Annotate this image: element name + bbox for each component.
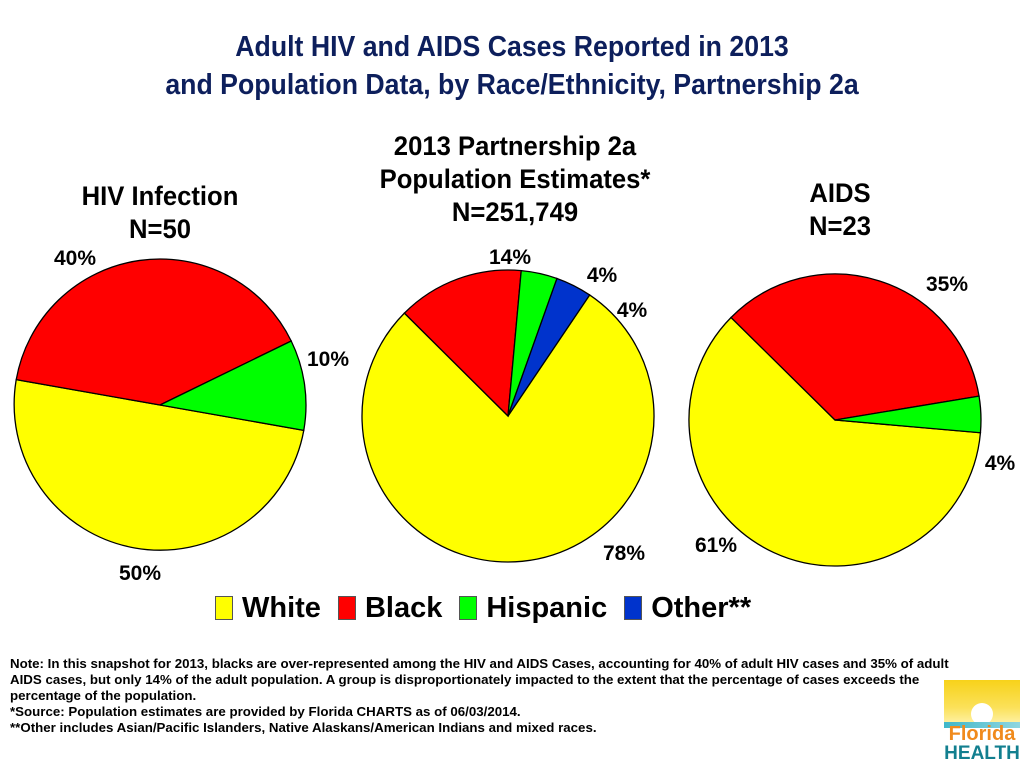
- hiv-pie-slice-hispanic: [157, 340, 307, 432]
- legend-item-black: Black: [337, 591, 443, 625]
- population-pie-heading: 2013 Partnership 2a Population Estimates…: [339, 130, 691, 229]
- aids-pie-slice-white: [688, 316, 982, 567]
- population-pie-label-black: 14%: [489, 246, 531, 269]
- legend-label-white: White: [242, 591, 321, 624]
- aids-pie-label-black: 35%: [926, 273, 968, 296]
- legend-label-hispanic: Hispanic: [486, 591, 608, 624]
- hiv-pie-label-white: 50%: [119, 562, 161, 585]
- population-pie: [361, 269, 655, 563]
- note-text: Note: In this snapshot for 2013, blacks …: [10, 656, 949, 703]
- logo-word-health: HEALTH: [944, 743, 1020, 764]
- aids-pie-title: AIDS: [809, 178, 871, 208]
- logo-word-florida: Florida: [948, 723, 1016, 745]
- hiv-pie: [13, 258, 307, 551]
- population-pie-label-hispanic: 4%: [587, 264, 618, 287]
- population-pie-slice-black: [403, 269, 522, 418]
- legend-swatch-white: [215, 596, 233, 620]
- population-pie-label-white: 78%: [603, 542, 645, 565]
- legend: White Black Hispanic Other**: [215, 590, 768, 626]
- legend-label-black: Black: [364, 591, 443, 624]
- aids-pie-slice-black: [730, 273, 980, 421]
- slide-title-line2: and Population Data, by Race/Ethnicity, …: [165, 69, 859, 101]
- hiv-pie-title: HIV Infection: [81, 181, 239, 211]
- aids-pie-slice-hispanic: [834, 395, 982, 434]
- source-footnote: *Source: Population estimates are provid…: [10, 704, 521, 719]
- population-pie-n: N=251,749: [451, 197, 579, 227]
- aids-pie: [688, 273, 982, 567]
- sun-icon: [944, 680, 1020, 726]
- hiv-pie-label-hispanic: 10%: [307, 348, 349, 371]
- legend-item-other: Other**: [624, 592, 751, 625]
- footnotes: Note: In this snapshot for 2013, blacks …: [10, 656, 970, 736]
- aids-pie-n: N=23: [808, 211, 872, 241]
- legend-item-white: White: [215, 592, 321, 625]
- population-pie-slice-other: [507, 277, 591, 417]
- hiv-pie-slice-white: [13, 378, 305, 551]
- legend-item-hispanic: Hispanic: [459, 592, 607, 625]
- slide-title-line1: Adult HIV and AIDS Cases Reported in 201…: [235, 31, 789, 63]
- other-footnote: **Other includes Asian/Pacific Islanders…: [10, 720, 597, 735]
- aids-pie-label-hispanic: 4%: [985, 452, 1016, 475]
- population-pie-title-line1: 2013 Partnership 2a: [393, 131, 637, 161]
- population-pie-label-other: 4%: [617, 299, 648, 322]
- sea-stripe: [944, 722, 1020, 728]
- hiv-pie-label-black: 40%: [54, 247, 96, 270]
- legend-swatch-other: [624, 596, 643, 620]
- hiv-pie-slice-black: [15, 258, 293, 406]
- hiv-pie-heading: HIV Infection N=50: [46, 180, 274, 246]
- legend-label-other: Other**: [651, 591, 752, 624]
- aids-pie-heading: AIDS N=23: [745, 177, 935, 243]
- legend-swatch-black: [337, 596, 356, 620]
- legend-swatch-hispanic: [459, 596, 478, 620]
- hiv-pie-n: N=50: [128, 214, 192, 244]
- population-pie-title-line2: Population Estimates*: [379, 164, 651, 194]
- slide-title: Adult HIV and AIDS Cases Reported in 201…: [41, 28, 983, 104]
- florida-health-logo: Florida HEALTH: [944, 680, 1020, 764]
- population-pie-slice-white: [361, 294, 655, 563]
- aids-pie-label-white: 61%: [695, 534, 737, 557]
